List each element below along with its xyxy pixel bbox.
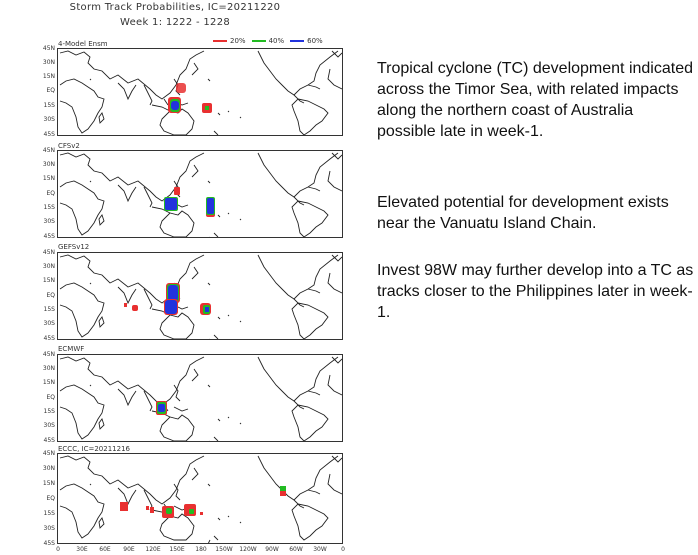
commentary-vanuatu: Elevated potential for development exist… xyxy=(377,194,669,232)
chart-subtitle: Week 1: 1222 - 1228 xyxy=(119,17,231,28)
panel-label-gefsv12: GEFSv12 xyxy=(58,243,90,251)
world-map xyxy=(59,254,342,339)
panel-label-ecmwf: ECMWF xyxy=(58,345,85,353)
legend: 20% 40% 60% xyxy=(213,37,323,45)
world-map xyxy=(59,356,342,441)
world-map xyxy=(59,152,342,237)
world-map xyxy=(59,455,342,543)
map-panel-cfsv2 xyxy=(57,150,343,238)
panel-label-eccc: ECCC, IC=20211216 xyxy=(58,445,130,453)
commentary-timor-sea: Tropical cyclone (TC) development indica… xyxy=(377,60,693,140)
map-panel-ecmwf xyxy=(57,354,343,442)
map-panel-eccc xyxy=(57,453,343,544)
legend-item-40: 40% xyxy=(251,37,284,45)
map-panel-gefsv12 xyxy=(57,252,343,340)
commentary-invest-98w: Invest 98W may further develop into a TC… xyxy=(377,262,694,321)
legend-item-60: 60% xyxy=(290,37,323,45)
legend-swatch-blue xyxy=(290,40,305,42)
map-panel-ensemble xyxy=(57,48,343,136)
legend-item-20: 20% xyxy=(213,37,246,45)
chart-title: Storm Track Probabilities, IC=20211220 xyxy=(69,2,281,13)
world-map xyxy=(59,50,342,135)
legend-swatch-green xyxy=(251,40,266,42)
panel-label-cfsv2: CFSv2 xyxy=(58,142,80,150)
legend-swatch-red xyxy=(213,40,227,42)
panel-label-ensemble: 4-Model Ensm xyxy=(58,40,108,48)
